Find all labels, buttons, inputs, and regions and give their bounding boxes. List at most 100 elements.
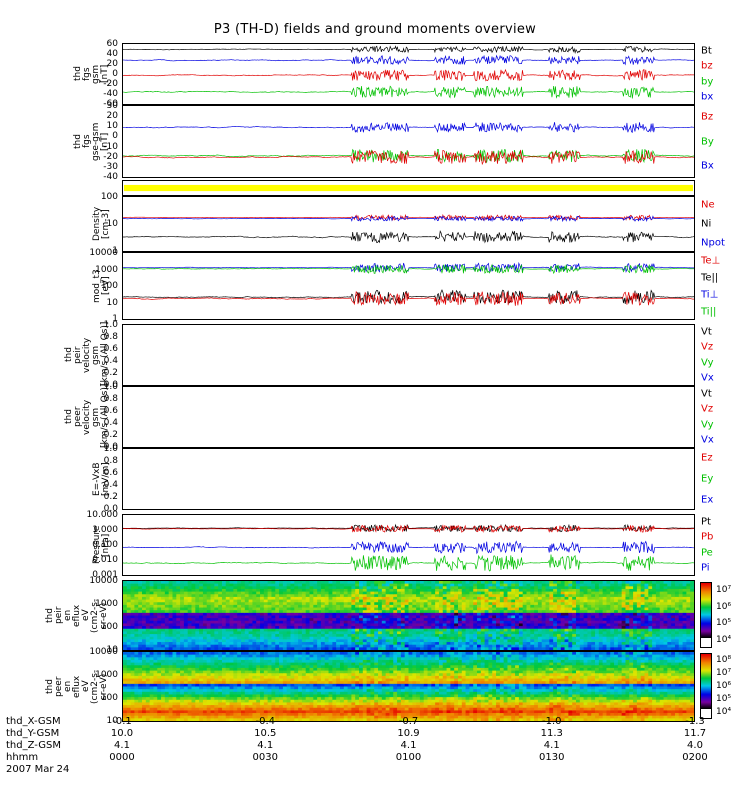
spectrogram-cell — [195, 654, 200, 658]
spectrogram-cell — [419, 581, 425, 585]
spectrogram-cell — [423, 647, 429, 650]
spectrogram-cell — [515, 626, 520, 630]
spectrogram-cell — [164, 610, 170, 614]
spectrogram-cell — [279, 639, 284, 643]
spectrogram-cell — [499, 634, 505, 638]
spectrogram-cell — [408, 639, 413, 643]
spectrogram-cell — [537, 623, 543, 627]
spectrogram-cell — [347, 647, 352, 650]
spectrogram-cell — [191, 715, 196, 719]
spectrogram-cell — [385, 588, 391, 593]
spectrogram-cell — [655, 636, 661, 640]
spectrogram-cell — [229, 612, 234, 617]
spectrogram-cell — [393, 615, 398, 619]
spectrogram-cell — [378, 639, 383, 643]
spectrogram-cell — [279, 636, 284, 640]
spectrogram-cell — [180, 667, 185, 672]
spectrogram-cell — [343, 620, 349, 625]
spectrogram-cell — [294, 588, 299, 593]
spectrogram-cell — [191, 634, 196, 638]
spectrogram-cell — [180, 588, 185, 593]
spectrogram-cell — [515, 604, 520, 609]
ytick-label: 10 — [106, 219, 118, 229]
spectrogram-cell — [248, 691, 254, 696]
spectrogram-cell — [579, 618, 585, 622]
spectrogram-cell — [416, 642, 421, 646]
spectrogram-cell — [674, 610, 680, 614]
spectrogram-cell — [457, 583, 463, 587]
spectrogram-cell — [595, 591, 600, 595]
spectrogram-cell — [499, 588, 505, 593]
spectrogram-cell — [579, 604, 585, 609]
spectrogram-cell — [176, 647, 181, 650]
spectrogram-cell — [457, 634, 463, 638]
spectrogram-cell — [503, 610, 509, 614]
spectrogram-cell — [621, 631, 627, 635]
spectrogram-cell — [663, 615, 668, 619]
spectrogram-cell — [469, 618, 474, 622]
spectrogram-cell — [621, 623, 627, 627]
spectrogram-cell — [347, 631, 352, 635]
spectrogram-cell — [389, 631, 394, 635]
spectrogram-cell — [244, 581, 250, 585]
spectrogram-cell — [419, 628, 425, 633]
spectrogram-cell — [469, 586, 474, 590]
spectrogram-cell — [237, 623, 242, 627]
spectrogram-cell — [229, 626, 234, 630]
spectrogram-cell — [564, 644, 569, 648]
spectrogram-cell — [161, 667, 166, 672]
spectrogram-cell — [210, 596, 215, 601]
spectrogram-cell — [598, 623, 604, 627]
spectrogram-cell — [241, 588, 246, 593]
spectrogram-cell — [534, 615, 539, 619]
spectrogram-cell — [157, 636, 162, 640]
spectrogram-cell — [419, 596, 425, 601]
spectrogram-cell — [427, 615, 432, 619]
spectrogram-cell — [480, 644, 486, 648]
spectrogram-cell — [126, 673, 132, 677]
spectrogram-cell — [556, 596, 562, 601]
spectrogram-cell — [282, 618, 288, 622]
spectrogram-cell — [393, 581, 398, 585]
spectrogram-cell — [446, 583, 451, 587]
spectrogram-cell — [187, 634, 193, 638]
spectrogram-cell — [195, 636, 200, 640]
spectrogram-cell — [218, 654, 223, 658]
spectrogram-cell — [210, 620, 215, 625]
spectrogram-cell — [568, 591, 573, 595]
spectrogram-cell — [202, 675, 208, 680]
spectrogram-cell — [123, 612, 128, 617]
spectrogram-cell — [145, 652, 151, 656]
spectrogram-cell — [320, 588, 326, 593]
spectrogram-cell — [416, 581, 421, 585]
spectrogram-cell — [260, 659, 265, 664]
spectrogram-cell — [534, 604, 539, 609]
spectrogram-cell — [241, 647, 246, 650]
spectrogram-cell — [237, 665, 242, 669]
spectrogram-cell — [145, 581, 151, 585]
spectrogram-cell — [393, 626, 398, 630]
spectrogram-cell — [221, 618, 227, 622]
spectrogram-cell — [477, 599, 482, 603]
spectrogram-cell — [123, 604, 128, 609]
ytick-label: 10 — [106, 645, 118, 655]
spectrogram-cell — [229, 586, 234, 590]
spectrogram-cell — [138, 644, 143, 648]
spectrogram-cell — [256, 665, 261, 669]
spectrogram-cell — [587, 626, 592, 630]
spectrogram-cell — [602, 610, 608, 614]
spectrogram-cell — [206, 628, 212, 633]
spectrogram-cell — [126, 628, 132, 633]
spectrogram-cell — [180, 647, 185, 650]
spectrogram-cell — [225, 642, 231, 646]
spectrogram-cell — [256, 615, 261, 619]
spectrogram-cell — [271, 588, 276, 593]
spectrogram-cell — [142, 626, 147, 630]
spectrogram-cell — [484, 610, 490, 614]
spectrogram-cell — [237, 639, 242, 643]
spectrogram-cell — [587, 604, 592, 609]
spectrogram-cell — [145, 636, 151, 640]
spectrogram-cell — [503, 588, 509, 593]
spectrogram-cell — [496, 628, 501, 633]
spectrogram-cell — [248, 618, 254, 622]
